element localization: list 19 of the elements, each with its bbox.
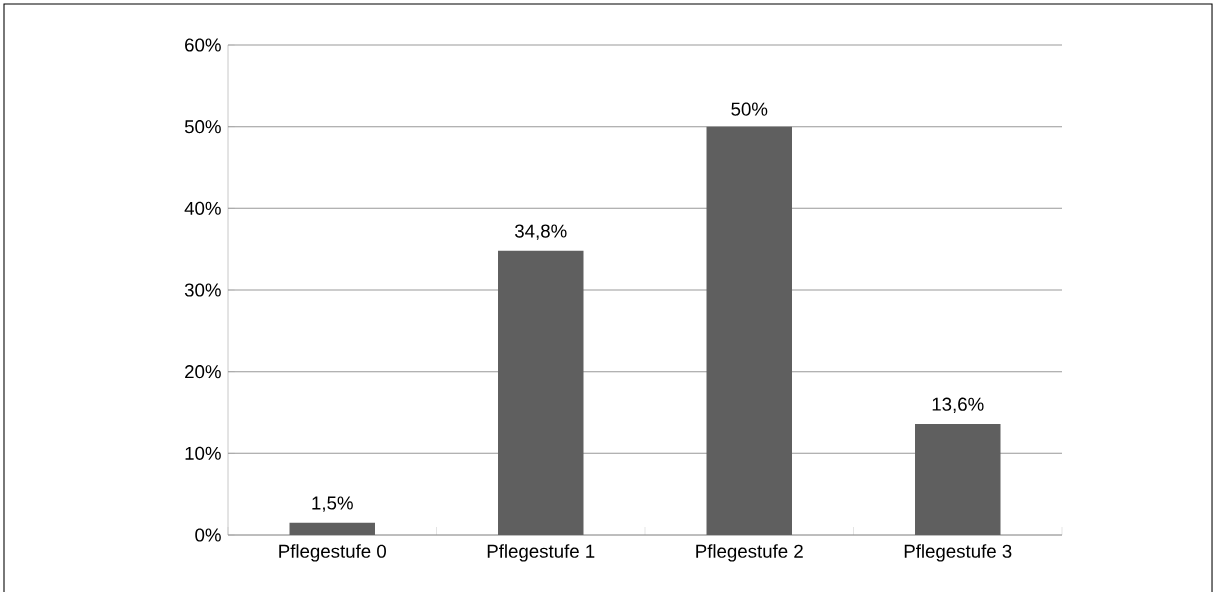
x-tick-label: Pflegestufe 0: [279, 544, 386, 562]
data-label: 1,5%: [312, 496, 353, 512]
data-label: 13,6%: [932, 397, 984, 413]
y-tick-label: 10%: [185, 446, 221, 460]
x-tick-label: Pflegestufe 1: [487, 544, 595, 562]
x-tick-label: Pflegestufe 3: [904, 544, 1012, 562]
bar: [706, 126, 792, 535]
bar: [498, 250, 584, 535]
y-tick-label: 60%: [185, 38, 221, 52]
x-tick-label: Pflegestufe 2: [696, 544, 803, 562]
bar: [915, 423, 1001, 535]
y-tick-label: 40%: [184, 201, 221, 215]
data-label: 34,8%: [515, 224, 567, 240]
data-label: 50%: [731, 102, 768, 116]
y-tick-label: 30%: [184, 283, 221, 297]
y-tick-label: 0%: [195, 528, 221, 542]
y-tick-label: 50%: [184, 120, 221, 134]
y-tick-label: 20%: [185, 365, 221, 379]
bar: [289, 522, 375, 535]
